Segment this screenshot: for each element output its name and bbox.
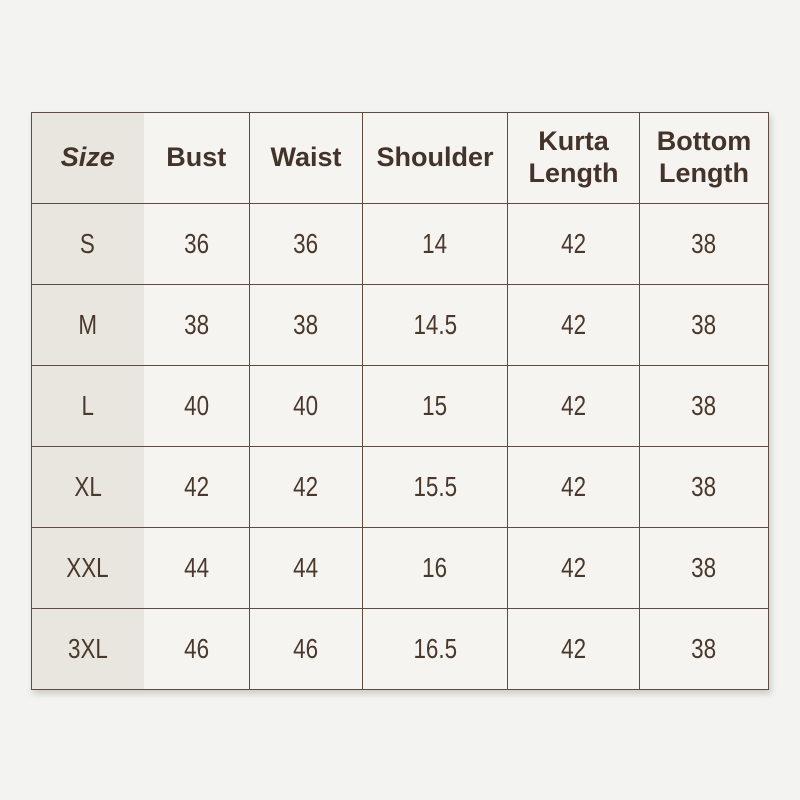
cell-value: 38 [691,471,717,502]
cell-value: 16.5 [413,633,457,664]
cell-bust: 36 [143,203,250,285]
cell-value: 38 [183,309,209,340]
cell-value: 38 [293,309,319,340]
cell-size: XL [31,446,144,528]
cell-kurta-length: 42 [507,527,640,609]
cell-value: 40 [293,390,319,421]
cell-bottom-length: 38 [639,527,769,609]
cell-bottom-length: 38 [639,284,769,366]
cell-kurta-length: 42 [507,284,640,366]
cell-shoulder: 14 [362,203,508,285]
table-row: S 36 36 14 42 38 [31,203,769,285]
table-row: 3XL 46 46 16.5 42 38 [31,608,769,690]
cell-value: 15 [422,390,448,421]
cell-value: 46 [293,633,319,664]
cell-value: 14 [422,228,448,259]
cell-value: 42 [561,633,586,664]
cell-shoulder: 16 [362,527,508,609]
cell-bust: 40 [143,365,250,447]
cell-size: 3XL [31,608,144,690]
cell-value: 38 [691,228,717,259]
cell-value: 15.5 [413,471,457,502]
size-label: XXL [66,552,109,583]
size-label: L [81,390,94,421]
cell-kurta-length: 42 [507,446,640,528]
cell-value: 42 [561,228,586,259]
cell-value: 14.5 [413,309,457,340]
cell-value: 38 [691,390,717,421]
cell-shoulder: 15.5 [362,446,508,528]
cell-waist: 44 [249,527,363,609]
size-label: XL [74,471,102,502]
cell-size: S [31,203,144,285]
cell-value: 42 [561,390,586,421]
cell-value: 36 [183,228,209,259]
cell-waist: 40 [249,365,363,447]
cell-shoulder: 14.5 [362,284,508,366]
cell-value: 38 [691,309,717,340]
cell-value: 44 [183,552,209,583]
cell-value: 44 [293,552,319,583]
cell-bust: 42 [143,446,250,528]
table-row: XL 42 42 15.5 42 38 [31,446,769,528]
cell-size: L [31,365,144,447]
cell-value: 42 [561,309,586,340]
cell-kurta-length: 42 [507,203,640,285]
table-row: M 38 38 14.5 42 38 [31,284,769,366]
cell-value: 42 [561,552,586,583]
cell-shoulder: 16.5 [362,608,508,690]
column-header-kurta-length: Kurta Length [507,112,640,204]
cell-value: 36 [293,228,319,259]
column-header-bust: Bust [143,112,250,204]
table-row: XXL 44 44 16 42 38 [31,527,769,609]
cell-bottom-length: 38 [639,365,769,447]
size-label: S [80,228,96,259]
cell-kurta-length: 42 [507,365,640,447]
cell-size: XXL [31,527,144,609]
cell-value: 42 [183,471,209,502]
cell-shoulder: 15 [362,365,508,447]
cell-bottom-length: 38 [639,608,769,690]
size-label: M [78,309,98,340]
cell-waist: 36 [249,203,363,285]
size-chart-table: Size Bust Waist Shoulder Kurta Length Bo… [31,112,769,690]
size-label: 3XL [67,633,108,664]
cell-size: M [31,284,144,366]
cell-bust: 46 [143,608,250,690]
cell-bottom-length: 38 [639,446,769,528]
cell-value: 16 [422,552,448,583]
cell-value: 46 [183,633,209,664]
cell-bust: 44 [143,527,250,609]
column-header-shoulder: Shoulder [362,112,508,204]
cell-waist: 46 [249,608,363,690]
column-header-bottom-length: Bottom Length [639,112,769,204]
cell-waist: 42 [249,446,363,528]
header-row: Size Bust Waist Shoulder Kurta Length Bo… [31,112,769,204]
table-row: L 40 40 15 42 38 [31,365,769,447]
cell-bust: 38 [143,284,250,366]
cell-bottom-length: 38 [639,203,769,285]
cell-value: 42 [293,471,319,502]
column-header-waist: Waist [249,112,363,204]
cell-kurta-length: 42 [507,608,640,690]
cell-value: 42 [561,471,586,502]
cell-waist: 38 [249,284,363,366]
cell-value: 38 [691,552,717,583]
cell-value: 38 [691,633,717,664]
column-header-size: Size [31,112,144,204]
cell-value: 40 [183,390,209,421]
size-header-label: Size [60,142,115,173]
